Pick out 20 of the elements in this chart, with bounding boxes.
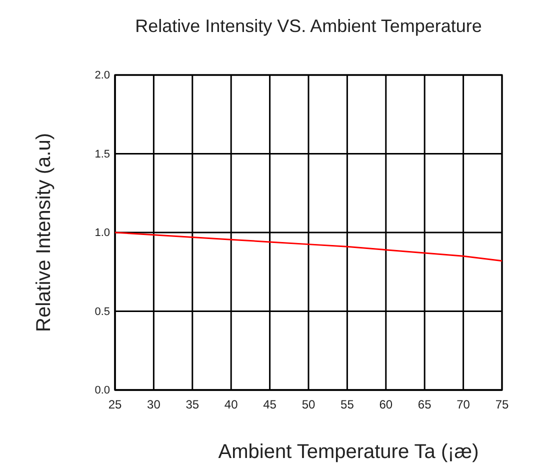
x-tick-label: 25 — [108, 398, 122, 412]
x-tick-label: 65 — [418, 398, 432, 412]
x-axis-title: Ambient Temperature Ta (¡æ) — [218, 441, 479, 463]
x-tick-label: 75 — [495, 398, 509, 412]
x-tick-label: 45 — [263, 398, 277, 412]
x-tick-label: 55 — [340, 398, 354, 412]
x-tick-label: 70 — [456, 398, 470, 412]
x-tick-label: 30 — [147, 398, 161, 412]
y-tick-label: 1.0 — [94, 227, 110, 240]
y-tick-label: 0.0 — [94, 384, 110, 397]
y-tick-label: 1.5 — [94, 148, 110, 160]
x-tick-label: 60 — [379, 398, 393, 412]
y-tick-label: 2.0 — [94, 70, 110, 82]
line-series — [114, 232, 503, 262]
chart-title: Relative Intensity VS. Ambient Temperature — [135, 16, 482, 36]
x-tick-label: 35 — [186, 398, 200, 412]
y-axis-title: Relative Intensity (a.u) — [33, 133, 55, 332]
y-tick-label: 0.5 — [94, 306, 110, 318]
x-tick-label: 40 — [224, 398, 238, 412]
x-tick-label: 50 — [302, 398, 316, 412]
